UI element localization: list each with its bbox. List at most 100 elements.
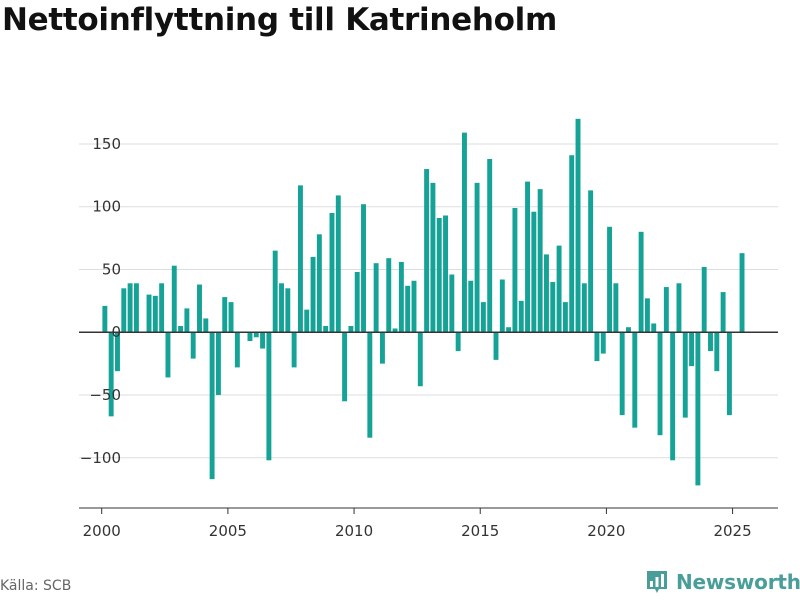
x-tick-label: 2020	[587, 522, 625, 540]
bar	[405, 285, 411, 333]
bar	[285, 288, 291, 333]
bar	[329, 212, 335, 333]
bar	[367, 332, 373, 438]
bar	[386, 258, 392, 333]
bar	[537, 189, 543, 333]
bar	[663, 287, 669, 333]
bar	[689, 332, 695, 367]
bar	[562, 302, 568, 333]
bar	[171, 265, 177, 333]
y-tick-label: −100	[80, 449, 121, 467]
bar	[348, 325, 354, 333]
bar	[222, 297, 228, 333]
bar	[726, 332, 732, 416]
bar	[184, 308, 190, 333]
bar	[632, 332, 638, 428]
bars	[102, 118, 745, 486]
x-tick-label: 2005	[209, 522, 247, 540]
brand-name: Newsworthy	[676, 570, 800, 594]
bar	[228, 302, 234, 333]
bar	[581, 283, 587, 333]
bar	[644, 298, 650, 333]
bar	[468, 280, 474, 333]
bar	[266, 332, 272, 461]
chart-title: Nettoinflyttning till Katrineholm	[2, 2, 557, 38]
bar	[291, 332, 297, 368]
bar	[253, 332, 259, 338]
bar	[708, 332, 713, 352]
bar	[499, 279, 505, 333]
bar	[701, 266, 707, 333]
x-tick-label: 2025	[713, 522, 751, 540]
bar	[638, 231, 644, 333]
bar	[379, 332, 385, 364]
bar	[354, 271, 360, 333]
y-tick-label: 50	[102, 260, 121, 278]
bar	[626, 327, 631, 333]
bar	[474, 182, 480, 333]
bar	[234, 332, 240, 368]
bar	[121, 288, 127, 333]
bar	[159, 283, 165, 333]
bar	[480, 302, 486, 333]
bar	[575, 118, 581, 333]
bar	[127, 283, 133, 333]
bar	[512, 207, 518, 333]
bar	[531, 211, 537, 333]
bar	[443, 215, 448, 333]
bar	[651, 323, 657, 333]
bar	[569, 155, 575, 333]
bar	[613, 283, 619, 333]
bar	[607, 226, 613, 333]
bar	[588, 190, 594, 333]
bar	[676, 283, 682, 333]
bar	[594, 332, 600, 362]
y-tick-label: −50	[89, 386, 121, 404]
bar	[197, 284, 202, 333]
bar	[506, 327, 512, 333]
bar	[714, 332, 720, 372]
bar	[133, 283, 139, 333]
bar	[335, 195, 341, 333]
tick-labels: −100 −50 0 50 100 150 2000 2005 2010 2015 2020 2025	[80, 135, 752, 540]
bar	[657, 332, 663, 436]
bar	[544, 254, 549, 333]
x-tick-label: 2000	[83, 522, 121, 540]
bar	[600, 332, 606, 354]
bar	[550, 282, 556, 333]
y-tick-label: 100	[92, 198, 121, 216]
y-tick-label: 0	[111, 323, 121, 341]
newsworthy-brand[interactable]: Newsworthy	[645, 569, 800, 595]
bar	[102, 305, 108, 333]
bar	[304, 309, 310, 333]
bar	[342, 332, 348, 402]
bar	[178, 325, 184, 333]
bar	[190, 332, 196, 359]
bar	[272, 250, 278, 333]
bar	[449, 274, 455, 333]
newsworthy-logo-icon	[647, 571, 667, 593]
y-tick-label: 150	[92, 135, 121, 153]
bar	[411, 280, 417, 333]
bar	[203, 318, 209, 333]
bar	[247, 332, 253, 342]
bar	[430, 182, 436, 333]
source-note: Källa: SCB	[0, 578, 72, 594]
bar	[115, 332, 120, 372]
bar	[373, 263, 379, 333]
bar	[310, 256, 316, 333]
bar	[398, 261, 404, 333]
bar	[682, 332, 688, 418]
bar	[556, 245, 562, 333]
bar	[739, 253, 745, 333]
bar	[424, 169, 430, 333]
bar	[392, 328, 398, 333]
bar	[436, 218, 442, 333]
bar	[108, 332, 114, 417]
bar	[165, 332, 171, 378]
bar	[417, 332, 423, 387]
bar	[323, 325, 329, 333]
bar	[361, 204, 366, 333]
bar	[260, 332, 266, 349]
